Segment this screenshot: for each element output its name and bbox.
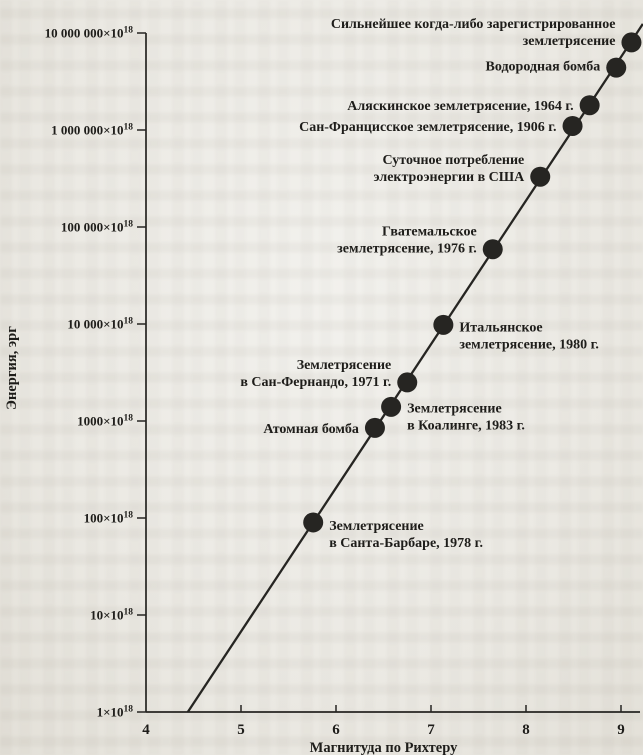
x-tick-label: 9	[617, 722, 625, 738]
point-label-alaska-earthquake-1964: Аляскинское землетрясение, 1964 г.	[347, 99, 573, 114]
data-point-strongest-recorded-earthquake	[621, 32, 642, 53]
x-tick-label: 8	[522, 722, 530, 738]
point-label-guatemala-earthquake-1976: Гватемальское	[382, 225, 477, 240]
x-tick-label: 5	[237, 722, 245, 738]
point-label-san-francisco-earthquake-1906: Сан-Францисское землетрясение, 1906 г.	[299, 120, 556, 135]
point-label-coalinga-earthquake-1983: в Коалинге, 1983 г.	[407, 418, 525, 433]
x-tick-label: 4	[142, 722, 150, 738]
data-point-italy-earthquake-1980	[433, 314, 454, 335]
point-label-coalinga-earthquake-1983: Землетрясение	[407, 401, 502, 416]
point-label-santa-barbara-earthquake-1978: в Санта-Барбаре, 1978 г.	[329, 536, 483, 551]
data-point-atomic-bomb	[364, 417, 385, 438]
data-point-santa-barbara-earthquake-1978	[303, 512, 324, 533]
x-axis-title: Магнитуда по Рихтеру	[310, 740, 458, 755]
data-point-us-daily-electricity-consumption	[530, 166, 551, 187]
y-axis-title: Энергия, эрг	[4, 326, 20, 410]
point-label-santa-barbara-earthquake-1978: Землетрясение	[329, 519, 424, 534]
point-label-us-daily-electricity-consumption: Суточное потребление	[382, 153, 524, 168]
point-label-strongest-recorded-earthquake: Сильнейшее когда-либо зарегистрированное	[331, 17, 616, 32]
point-label-us-daily-electricity-consumption: электроэнергии в США	[374, 170, 526, 185]
trend-line	[186, 23, 643, 713]
point-label-san-fernando-earthquake-1971: в Сан-Фернандо, 1971 г.	[240, 375, 391, 390]
point-label-strongest-recorded-earthquake: землетрясение	[523, 34, 616, 49]
x-tick-label: 6	[332, 722, 340, 738]
y-tick-label: 100 000×1018	[61, 220, 133, 235]
data-point-hydrogen-bomb	[606, 57, 627, 78]
point-label-atomic-bomb: Атомная бомба	[263, 422, 359, 437]
point-label-italy-earthquake-1980: землетрясение, 1980 г.	[459, 337, 599, 352]
data-point-alaska-earthquake-1964	[579, 95, 600, 116]
y-tick-label: 10×1018	[90, 608, 133, 623]
y-tick-label: 10 000×1018	[67, 317, 133, 332]
point-label-hydrogen-bomb: Водородная бомба	[486, 60, 601, 75]
point-label-san-fernando-earthquake-1971: Землетрясение	[297, 358, 392, 373]
y-tick-label: 10 000 000×1018	[45, 26, 134, 41]
point-label-guatemala-earthquake-1976: землетрясение, 1976 г.	[337, 242, 477, 257]
data-point-san-fernando-earthquake-1971	[397, 372, 418, 393]
data-point-san-francisco-earthquake-1906	[562, 115, 583, 136]
y-tick-label: 1 000 000×1018	[51, 123, 133, 138]
point-label-italy-earthquake-1980: Итальянское	[459, 320, 542, 335]
data-point-guatemala-earthquake-1976	[482, 239, 503, 260]
y-tick-label: 1000×1018	[77, 414, 133, 429]
y-tick-label: 100×1018	[84, 511, 134, 526]
x-tick-label: 7	[427, 722, 435, 738]
data-point-coalinga-earthquake-1983	[381, 396, 402, 417]
y-tick-label: 1×1018	[97, 705, 134, 720]
